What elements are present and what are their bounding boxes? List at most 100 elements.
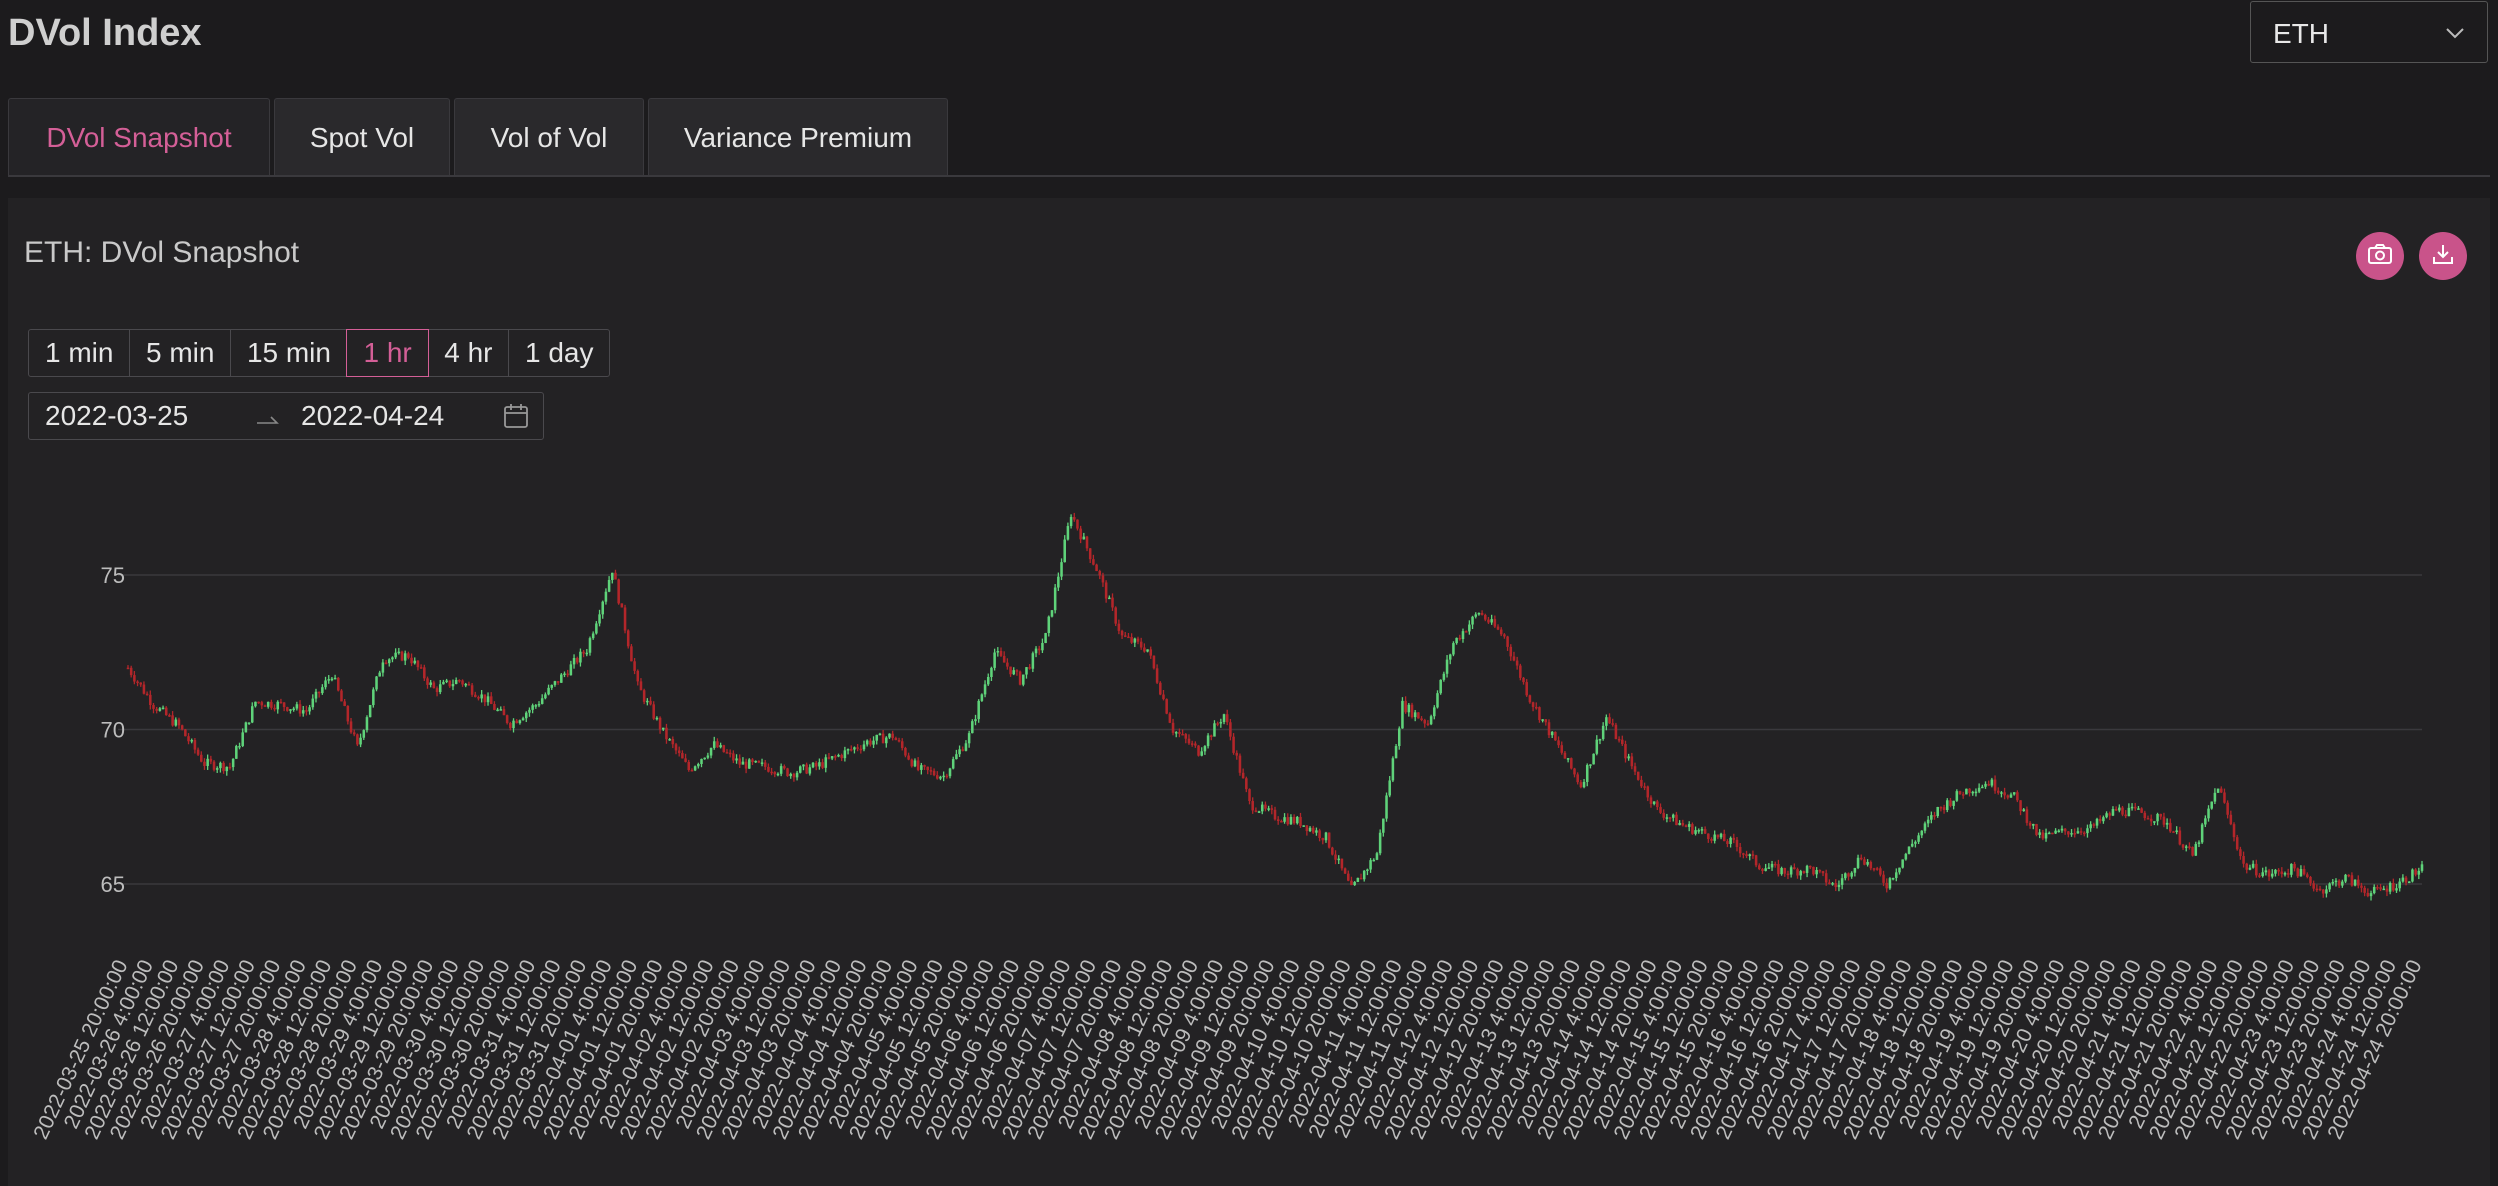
panel-title: ETH: DVol Snapshot	[24, 236, 300, 269]
candle-body	[1299, 816, 1302, 826]
candle-body	[633, 661, 636, 671]
tab-dvol-snapshot[interactable]: DVol Snapshot	[8, 98, 270, 176]
candle-body	[1898, 867, 1901, 873]
candle-body	[1729, 837, 1732, 844]
candle-body	[356, 734, 359, 745]
tab-spot-vol[interactable]: Spot Vol	[274, 98, 450, 176]
download-button[interactable]	[2419, 232, 2467, 280]
interval-15-min[interactable]: 15 min	[229, 329, 348, 377]
candle-body	[1751, 854, 1755, 856]
candle-body	[1464, 631, 1468, 633]
candle-body	[916, 760, 920, 770]
date-range-picker[interactable]: 2022-03-25 2022-04-24	[28, 392, 544, 440]
candle-body	[1471, 616, 1474, 625]
candle-body	[719, 745, 722, 748]
candle-body	[2331, 882, 2335, 884]
candle-body	[1614, 724, 1618, 739]
date-end-input[interactable]: 2022-04-24	[301, 400, 445, 431]
candle-body	[757, 760, 761, 763]
candle-body	[1480, 612, 1484, 615]
interval-5-min[interactable]: 5 min	[128, 329, 232, 377]
candle-body	[2277, 869, 2280, 872]
candle-body	[1433, 707, 1436, 717]
candle-body	[2079, 831, 2083, 833]
candle-body	[375, 676, 378, 690]
candle-body	[1987, 783, 1990, 786]
interval-1-min[interactable]: 1 min	[28, 329, 131, 377]
candle-body	[152, 705, 155, 709]
candle-body	[2159, 813, 2163, 817]
candle-body	[1359, 877, 1363, 880]
tab-variance-premium[interactable]: Variance Premium	[648, 98, 948, 176]
candle-body	[2296, 868, 2300, 877]
candle-body	[2385, 888, 2389, 892]
candle-body	[2357, 879, 2360, 886]
candle-body	[1885, 882, 1889, 889]
candle-body	[760, 762, 764, 764]
candle-body	[2197, 842, 2201, 845]
candle-body	[1993, 779, 1997, 791]
candle-body	[2251, 863, 2255, 868]
candle-body	[1245, 778, 1248, 790]
candle-body	[1643, 786, 1646, 788]
candle-body	[964, 743, 968, 751]
candle-body	[2012, 792, 2016, 795]
candle-body	[958, 749, 961, 755]
candle-body	[2188, 846, 2191, 848]
candle-body	[2274, 869, 2277, 874]
candle-body	[1719, 833, 1723, 838]
candle-body	[1732, 837, 1736, 840]
candle-body	[1280, 821, 1283, 823]
chevron-down-icon	[2445, 26, 2465, 45]
candle-body	[642, 690, 646, 702]
candle-body	[250, 706, 254, 723]
candle-body	[458, 679, 461, 682]
candle-body	[818, 762, 821, 767]
candle-body	[556, 681, 560, 683]
candle-body	[2204, 818, 2207, 825]
candle-body	[767, 766, 770, 772]
candle-body	[1965, 788, 1968, 795]
candle-body	[257, 701, 260, 704]
interval-1-day[interactable]: 1 day	[507, 329, 611, 377]
candle-body	[1939, 806, 1943, 809]
candle-body	[279, 701, 283, 704]
candle-body	[1394, 746, 1398, 759]
screenshot-button[interactable]	[2356, 232, 2404, 280]
candle-body	[139, 682, 143, 685]
candle-body	[601, 601, 605, 615]
candle-body	[2344, 874, 2347, 882]
candle-body	[1085, 536, 1089, 549]
candle-body	[381, 662, 385, 673]
candle-body	[1273, 809, 1277, 820]
candle-body	[1636, 771, 1640, 780]
candle-body	[464, 683, 468, 686]
candle-body	[1331, 847, 1334, 855]
candle-body	[448, 680, 452, 687]
candle-body	[1448, 654, 1452, 660]
candle-body	[502, 709, 506, 716]
chart-panel: ETH: DVol Snapshot 1 min 5 min 15 min 1 …	[8, 198, 2490, 1186]
candle-body	[2216, 788, 2220, 793]
candle-body	[2353, 879, 2357, 886]
candle-body	[1579, 782, 1583, 788]
candle-body	[837, 755, 840, 757]
date-start-input[interactable]: 2022-03-25	[45, 400, 189, 431]
candle-body	[1754, 855, 1758, 866]
candle-body	[1758, 865, 1761, 870]
candle-body	[2016, 792, 2019, 801]
candle-body	[684, 758, 687, 762]
tab-vol-of-vol[interactable]: Vol of Vol	[454, 98, 644, 176]
camera-icon	[2367, 243, 2393, 270]
candle-body	[1891, 877, 1895, 880]
candle-body	[700, 759, 703, 764]
interval-1-hr[interactable]: 1 hr	[346, 329, 429, 377]
asset-select[interactable]: ETH	[2250, 1, 2488, 63]
candle-body	[1276, 819, 1280, 822]
candle-body	[770, 771, 773, 774]
candle-body	[1550, 731, 1554, 736]
candle-body	[1213, 723, 1216, 737]
candle-body	[569, 664, 573, 676]
candle-body	[2184, 846, 2188, 848]
